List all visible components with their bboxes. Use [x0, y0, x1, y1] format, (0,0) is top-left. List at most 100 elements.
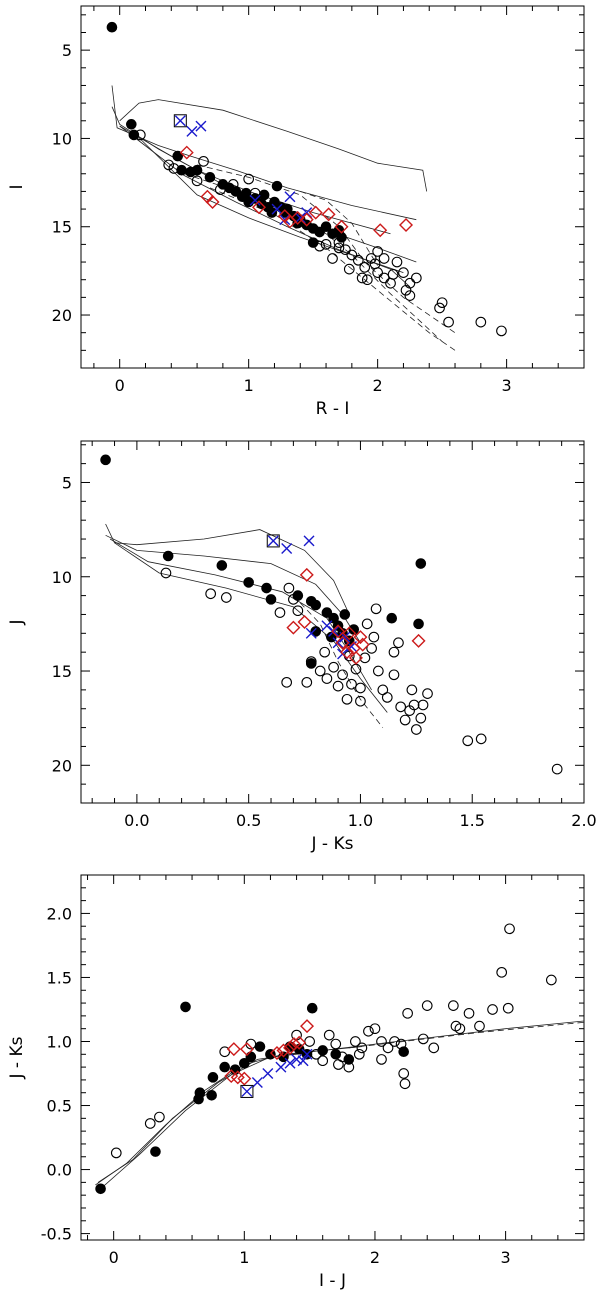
y-tick-label: 20	[52, 756, 72, 775]
open-circle-point	[346, 249, 358, 261]
open-circle-point	[328, 661, 339, 673]
open-circle-point	[385, 277, 396, 289]
y-tick-label: 5	[62, 41, 72, 60]
open-circle-point	[340, 244, 351, 256]
open-circle-point	[356, 272, 368, 284]
open-circle-point	[160, 567, 172, 579]
open-circle-point	[399, 1078, 411, 1090]
filled-circle-point	[271, 180, 283, 192]
open-circle-point	[398, 1068, 410, 1079]
open-circle-point	[327, 253, 338, 264]
diamond-point	[342, 626, 357, 641]
y-tick-label: 20	[52, 306, 72, 325]
model-curve	[114, 542, 388, 713]
diamond-point	[373, 223, 388, 238]
open-circle-point	[352, 254, 364, 266]
model-curve	[348, 1021, 584, 1049]
open-circle-point	[395, 701, 407, 713]
open-circle-point	[369, 1023, 381, 1035]
filled-circle-point	[180, 1001, 191, 1013]
open-circle-point	[110, 1147, 122, 1159]
cross-point	[294, 212, 306, 224]
diamond-point	[353, 630, 368, 645]
plot-area	[100, 454, 563, 775]
open-circle-point	[417, 699, 429, 711]
x-tick-label: 2	[373, 376, 383, 395]
x-axis-title: J - Ks	[311, 834, 354, 854]
open-circle-point	[361, 274, 373, 286]
filled-circle-point	[254, 1041, 266, 1052]
open-circle-point	[381, 692, 393, 703]
filled-circle-point	[207, 1072, 219, 1083]
plot-area	[106, 21, 507, 351]
y-tick-label: 0.5	[47, 1097, 72, 1116]
open-circle-point	[400, 284, 412, 296]
open-circle-point	[395, 1038, 407, 1050]
open-circle-point	[368, 631, 380, 643]
open-circle-point	[410, 272, 422, 284]
open-circle-point	[398, 267, 409, 278]
open-circle-point	[387, 269, 399, 280]
panel-3: 0 1 2 3 -0.5 0.0 0.5 1.0 1.5 2.0 I - J J - Ks	[7, 874, 585, 1291]
open-circle-point	[304, 1036, 315, 1047]
diamond-point	[286, 1037, 301, 1052]
cross-point	[301, 1048, 313, 1060]
model-curve	[197, 164, 456, 334]
open-circle-point	[372, 246, 383, 257]
diamond-point	[300, 1019, 315, 1034]
cross-point	[275, 1061, 287, 1073]
y-tick-label: 2.0	[47, 904, 72, 923]
open-circle-point	[502, 1002, 514, 1014]
cross-point	[297, 1055, 309, 1067]
diamond-point	[299, 567, 314, 582]
open-circle-point	[314, 240, 325, 252]
cross-point	[303, 535, 315, 547]
cross-point	[291, 1053, 303, 1065]
diamond-point	[179, 145, 194, 160]
open-circle-point	[372, 267, 383, 278]
open-circle-point	[317, 1055, 329, 1067]
x-tick-label: 1	[244, 376, 254, 395]
y-axis-title: J	[7, 619, 27, 625]
open-circle-point	[474, 1020, 485, 1032]
model-curve	[184, 173, 443, 342]
filled-circle-point	[216, 560, 228, 571]
open-circle-point	[496, 966, 508, 978]
open-circle-point	[475, 316, 487, 328]
plot-frame	[80, 5, 585, 369]
cross-point	[321, 620, 333, 632]
open-circle-point	[365, 253, 377, 264]
open-circle-point	[402, 1007, 413, 1019]
model-curve	[100, 1052, 310, 1190]
open-circle-point	[487, 1004, 498, 1015]
filled-circle-point	[150, 1146, 161, 1157]
filled-circle-point	[261, 582, 272, 594]
diamond-point	[283, 1040, 298, 1055]
open-circle-point	[388, 646, 400, 658]
filled-circle-point	[191, 164, 203, 176]
filled-circle-point	[172, 150, 184, 162]
filled-circle-point	[386, 612, 398, 624]
plot-frame	[80, 874, 585, 1241]
open-circle-point	[388, 669, 400, 681]
model-curve	[95, 1020, 584, 1186]
open-circle-point	[376, 1036, 387, 1047]
x-tick-label: 1	[239, 1248, 249, 1267]
open-circle-point	[350, 1036, 361, 1047]
open-circle-point	[321, 673, 333, 684]
x-tick-label: 1.5	[459, 811, 484, 830]
cross-point	[284, 1057, 296, 1069]
open-circle-point	[359, 261, 371, 273]
cross-point	[271, 203, 283, 215]
filled-circle-point	[320, 221, 332, 233]
diamond-point	[399, 217, 414, 232]
filled-circle-point	[413, 618, 424, 630]
open-circle-point	[281, 676, 293, 688]
filled-circle-point	[415, 558, 427, 569]
open-circle-point	[434, 302, 445, 314]
y-tick-label: 15	[52, 662, 72, 681]
open-circle-point	[448, 1000, 459, 1011]
filled-circle-point	[306, 1002, 318, 1014]
diamond-point	[226, 1042, 241, 1057]
filled-circle-point	[307, 237, 319, 248]
